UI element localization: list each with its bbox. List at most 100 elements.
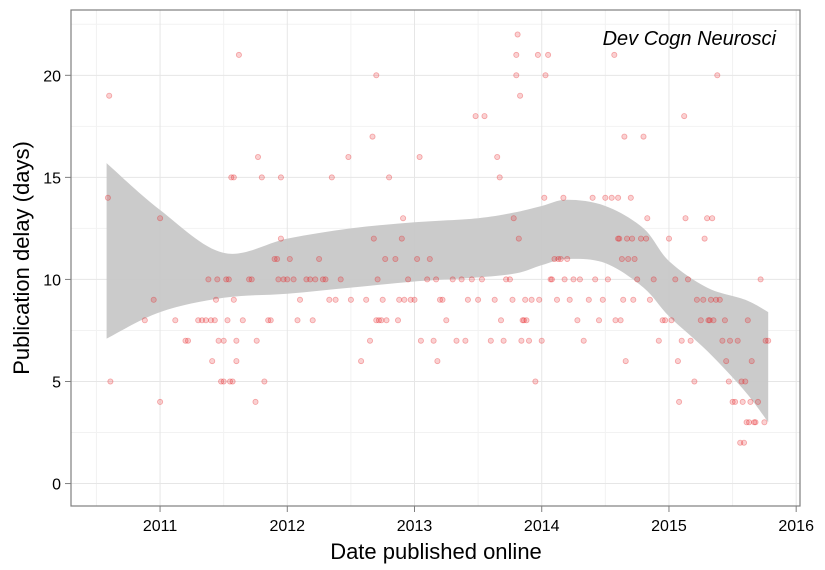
data-point bbox=[209, 358, 216, 365]
data-point bbox=[734, 337, 741, 344]
data-point bbox=[716, 296, 723, 303]
data-point bbox=[523, 317, 530, 324]
journal-annotation: Dev Cogn Neurosci bbox=[603, 28, 777, 50]
data-point bbox=[392, 255, 399, 262]
data-point bbox=[319, 276, 326, 283]
data-point bbox=[721, 317, 728, 324]
data-point bbox=[557, 255, 564, 262]
data-point bbox=[496, 174, 503, 181]
data-point bbox=[202, 317, 209, 324]
data-point bbox=[345, 153, 352, 160]
data-point bbox=[458, 276, 465, 283]
data-point bbox=[761, 419, 768, 426]
data-point bbox=[518, 337, 525, 344]
data-point bbox=[643, 235, 650, 242]
data-point bbox=[687, 337, 694, 344]
data-point bbox=[303, 276, 310, 283]
data-point bbox=[104, 194, 111, 201]
data-point bbox=[274, 255, 281, 262]
data-point bbox=[566, 296, 573, 303]
data-point bbox=[752, 419, 759, 426]
data-point bbox=[602, 194, 609, 201]
y-tick-label: 10 bbox=[43, 272, 61, 289]
data-point bbox=[617, 317, 624, 324]
data-point bbox=[732, 398, 739, 405]
data-point bbox=[434, 358, 441, 365]
data-point bbox=[157, 398, 164, 405]
data-point bbox=[714, 72, 721, 79]
data-point bbox=[358, 358, 365, 365]
data-point bbox=[223, 276, 230, 283]
data-point bbox=[416, 153, 423, 160]
x-axis-title: Date published online bbox=[330, 539, 542, 564]
data-point bbox=[668, 317, 675, 324]
data-point bbox=[621, 133, 628, 140]
data-point bbox=[592, 276, 599, 283]
data-point bbox=[373, 317, 380, 324]
data-point bbox=[765, 337, 772, 344]
data-point bbox=[526, 337, 533, 344]
data-point bbox=[560, 194, 567, 201]
data-point bbox=[472, 113, 479, 120]
data-point bbox=[713, 296, 720, 303]
data-point bbox=[564, 255, 571, 262]
data-point bbox=[631, 255, 638, 262]
data-point bbox=[625, 255, 632, 262]
data-point bbox=[659, 317, 666, 324]
data-point bbox=[538, 337, 545, 344]
data-point bbox=[284, 276, 291, 283]
data-point bbox=[762, 337, 769, 344]
data-point bbox=[542, 72, 549, 79]
data-point bbox=[337, 276, 344, 283]
data-point bbox=[106, 92, 113, 99]
data-point bbox=[729, 398, 736, 405]
data-point bbox=[719, 337, 726, 344]
data-point bbox=[551, 255, 558, 262]
data-point bbox=[589, 194, 596, 201]
data-point bbox=[487, 337, 494, 344]
data-point bbox=[383, 317, 390, 324]
data-point bbox=[439, 296, 446, 303]
x-tick-label: 2013 bbox=[397, 518, 433, 535]
data-point bbox=[374, 276, 381, 283]
data-point bbox=[655, 337, 662, 344]
data-point bbox=[396, 296, 403, 303]
data-point bbox=[215, 337, 222, 344]
data-point bbox=[433, 276, 440, 283]
data-point bbox=[254, 153, 261, 160]
y-axis-ticks: 0 5 10 15 20 bbox=[43, 68, 71, 494]
data-point bbox=[436, 296, 443, 303]
data-point bbox=[326, 296, 333, 303]
data-point bbox=[271, 255, 278, 262]
data-point bbox=[503, 276, 510, 283]
data-point bbox=[332, 296, 339, 303]
data-point bbox=[604, 276, 611, 283]
data-point bbox=[468, 276, 475, 283]
data-point bbox=[267, 317, 274, 324]
data-point bbox=[612, 317, 619, 324]
data-point bbox=[497, 317, 504, 324]
data-point bbox=[514, 31, 521, 38]
confidence-band bbox=[106, 163, 769, 423]
data-point bbox=[401, 296, 408, 303]
data-point bbox=[638, 235, 645, 242]
data-point bbox=[742, 378, 749, 385]
data-point bbox=[220, 337, 227, 344]
data-point bbox=[611, 51, 618, 58]
data-point bbox=[755, 398, 762, 405]
data-point bbox=[616, 235, 623, 242]
data-point bbox=[265, 317, 272, 324]
data-points bbox=[104, 31, 772, 446]
data-point bbox=[261, 378, 268, 385]
data-point bbox=[491, 296, 498, 303]
data-point bbox=[723, 358, 730, 365]
data-point bbox=[229, 378, 236, 385]
data-point bbox=[682, 215, 689, 222]
data-point bbox=[280, 276, 287, 283]
data-point bbox=[646, 296, 653, 303]
data-point bbox=[277, 174, 284, 181]
data-point bbox=[743, 419, 750, 426]
data-point bbox=[296, 296, 303, 303]
data-point bbox=[411, 296, 418, 303]
data-point bbox=[704, 215, 711, 222]
